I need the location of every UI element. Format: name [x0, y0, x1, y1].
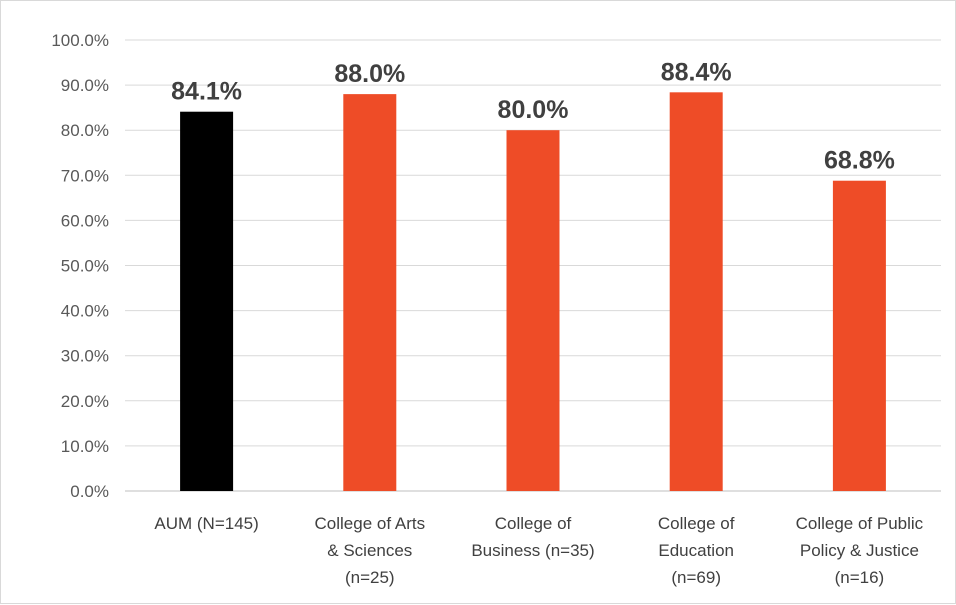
y-tick-label: 10.0% — [61, 437, 109, 456]
data-labels: 84.1% 88.0% 80.0% 88.4% 68.8% — [171, 58, 895, 174]
x-category-label-line: College of — [495, 514, 572, 533]
data-label: 68.8% — [824, 147, 895, 175]
x-category-label-line: Education — [658, 541, 734, 560]
y-tick-label: 40.0% — [61, 302, 109, 321]
bars — [180, 92, 886, 492]
bar — [669, 92, 723, 491]
bar — [180, 111, 234, 492]
x-category-label-line: AUM (N=145) — [154, 514, 258, 533]
bar — [506, 130, 560, 491]
y-tick-label: 90.0% — [61, 76, 109, 95]
data-label: 88.4% — [661, 58, 732, 86]
y-axis-tick-labels: 0.0% 10.0% 20.0% 30.0% 40.0% 50.0% 60.0% 70.0% 8… — [51, 31, 109, 501]
x-category-label: AUM (N=145) — [154, 514, 258, 533]
data-label: 80.0% — [498, 96, 569, 124]
data-label: 84.1% — [171, 78, 242, 106]
x-category-label-line: & Sciences — [327, 541, 412, 560]
x-category-label: College of Arts & Sciences (n=25) — [315, 514, 426, 587]
y-tick-label: 20.0% — [61, 392, 109, 411]
y-tick-label: 30.0% — [61, 347, 109, 366]
y-tick-label: 50.0% — [61, 257, 109, 276]
x-category-label-line: (n=25) — [345, 568, 395, 587]
y-tick-label: 70.0% — [61, 166, 109, 185]
x-category-label-line: Business (n=35) — [471, 541, 594, 560]
x-category-label: College of Business (n=35) — [471, 514, 594, 560]
y-tick-label: 100.0% — [51, 31, 109, 50]
y-tick-label: 0.0% — [70, 482, 109, 501]
x-category-label-line: (n=16) — [835, 568, 885, 587]
x-category-label-line: College of Arts — [315, 514, 426, 533]
x-category-label-line: College of Public — [796, 514, 924, 533]
bar — [343, 94, 397, 492]
x-category-label-line: (n=69) — [671, 568, 721, 587]
x-axis-category-labels: AUM (N=145) College of Arts & Sciences (n=2… — [154, 514, 923, 587]
x-category-label: College of Education (n=69) — [658, 514, 735, 587]
x-category-label-line: College of — [658, 514, 735, 533]
y-tick-label: 60.0% — [61, 211, 109, 230]
x-category-label: College of Public Policy & Justice (n=16) — [796, 514, 924, 587]
data-label: 88.0% — [334, 60, 405, 88]
y-tick-label: 80.0% — [61, 121, 109, 140]
bar — [832, 180, 886, 491]
x-category-label-line: Policy & Justice — [800, 541, 919, 560]
